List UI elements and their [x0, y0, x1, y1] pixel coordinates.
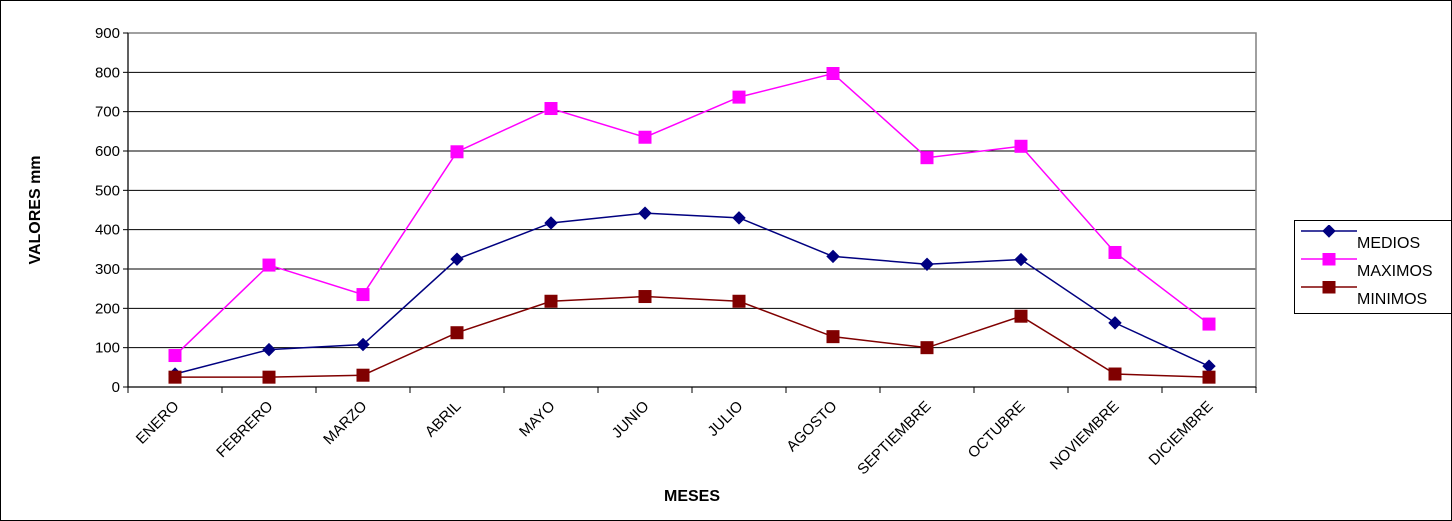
data-point-medios — [732, 211, 746, 225]
data-point-minimos — [826, 330, 840, 344]
y-tick-label: 0 — [112, 379, 120, 396]
data-point-medios — [1202, 359, 1216, 373]
series-group — [168, 67, 1216, 384]
data-point-minimos — [1108, 367, 1122, 381]
data-point-medios — [1014, 252, 1028, 267]
y-tick-label: 800 — [95, 64, 120, 81]
data-point-maximos — [168, 349, 182, 363]
x-axis-title: MESES — [664, 488, 720, 505]
x-tick-label: JULIO — [704, 398, 746, 440]
x-tick-label: MAYO — [516, 398, 558, 440]
x-tick-label: OCTUBRE — [965, 398, 1029, 462]
x-tick-label: NOVIEMBRE — [1047, 398, 1123, 474]
x-tick-label: FEBRERO — [213, 398, 276, 461]
y-tick-label: 500 — [95, 182, 120, 199]
x-axis-ticks: ENERO FEBRERO MARZO ABRIL MAYO JUNIO JULIO AGOS… — [127, 387, 1257, 478]
data-point-medios — [920, 257, 934, 271]
x-tick-label: ABRIL — [422, 398, 465, 441]
data-point-maximos — [1014, 139, 1028, 153]
y-tick-label: 600 — [95, 143, 120, 160]
data-point-minimos — [544, 294, 558, 308]
legend-swatch-medios — [1301, 225, 1357, 238]
plot-area-border — [127, 32, 1257, 388]
data-point-medios — [1108, 316, 1122, 330]
data-point-minimos — [450, 326, 464, 340]
legend-marker — [1322, 281, 1336, 294]
data-point-minimos — [1014, 309, 1028, 323]
y-tick-label: 100 — [95, 340, 120, 357]
data-point-maximos — [450, 145, 464, 159]
data-point-minimos — [638, 290, 652, 304]
y-tick-label: 700 — [95, 104, 120, 121]
data-point-maximos — [1108, 245, 1122, 259]
data-point-maximos — [544, 102, 558, 116]
gridlines — [128, 32, 1256, 349]
data-point-medios — [262, 342, 276, 357]
data-point-maximos — [1202, 317, 1216, 331]
x-tick-label: ENERO — [133, 398, 183, 448]
data-point-minimos — [356, 368, 370, 382]
legend-label: MAXIMOS — [1357, 263, 1433, 280]
legend-item-medios: MEDIOS — [1295, 225, 1451, 253]
data-point-medios — [356, 337, 370, 352]
series-medios — [168, 206, 1216, 381]
legend-item-maximos: MAXIMOS — [1295, 253, 1451, 281]
legend-marker — [1322, 253, 1336, 266]
y-axis-ticks: 0 100 200 300 400 500 600 700 800 900 — [95, 25, 128, 396]
data-point-minimos — [262, 370, 276, 384]
data-point-maximos — [262, 258, 276, 272]
y-tick-label: 900 — [95, 25, 120, 42]
x-tick-label: MARZO — [320, 398, 370, 448]
data-point-maximos — [920, 151, 934, 165]
legend-swatch-maximos — [1301, 253, 1357, 266]
data-point-medios — [826, 249, 840, 264]
data-point-maximos — [356, 288, 370, 302]
axes — [127, 33, 1256, 388]
x-tick-label: SEPTIEMBRE — [854, 398, 934, 478]
data-point-maximos — [732, 90, 746, 104]
data-point-medios — [450, 252, 464, 266]
legend-swatch-minimos — [1301, 281, 1357, 294]
legend-marker — [1322, 225, 1336, 238]
x-tick-label: AGOSTO — [783, 398, 840, 455]
x-tick-label: DICIEMBRE — [1146, 398, 1217, 469]
legend: MEDIOS MAXIMOS MINIMOS — [1294, 220, 1452, 314]
data-point-minimos — [168, 370, 182, 384]
data-point-maximos — [826, 67, 840, 81]
x-tick-label: JUNIO — [609, 398, 653, 442]
data-point-minimos — [732, 294, 746, 308]
series-maximos — [168, 67, 1216, 363]
data-point-maximos — [638, 130, 652, 144]
data-point-medios — [544, 216, 558, 230]
y-axis-title: VALORES mm — [27, 155, 44, 264]
y-tick-label: 300 — [95, 261, 120, 278]
data-point-medios — [638, 206, 652, 220]
y-tick-label: 200 — [95, 300, 120, 317]
legend-item-minimos: MINIMOS — [1295, 281, 1451, 309]
legend-label: MEDIOS — [1357, 235, 1421, 252]
y-tick-label: 400 — [95, 222, 120, 239]
data-point-minimos — [1202, 370, 1216, 384]
series-minimos — [168, 290, 1216, 384]
series-line-minimos — [175, 295, 1210, 378]
legend-label: MINIMOS — [1357, 291, 1428, 308]
series-line-medios — [174, 212, 1210, 375]
series-line-maximos — [174, 72, 1210, 357]
data-point-minimos — [920, 341, 934, 355]
